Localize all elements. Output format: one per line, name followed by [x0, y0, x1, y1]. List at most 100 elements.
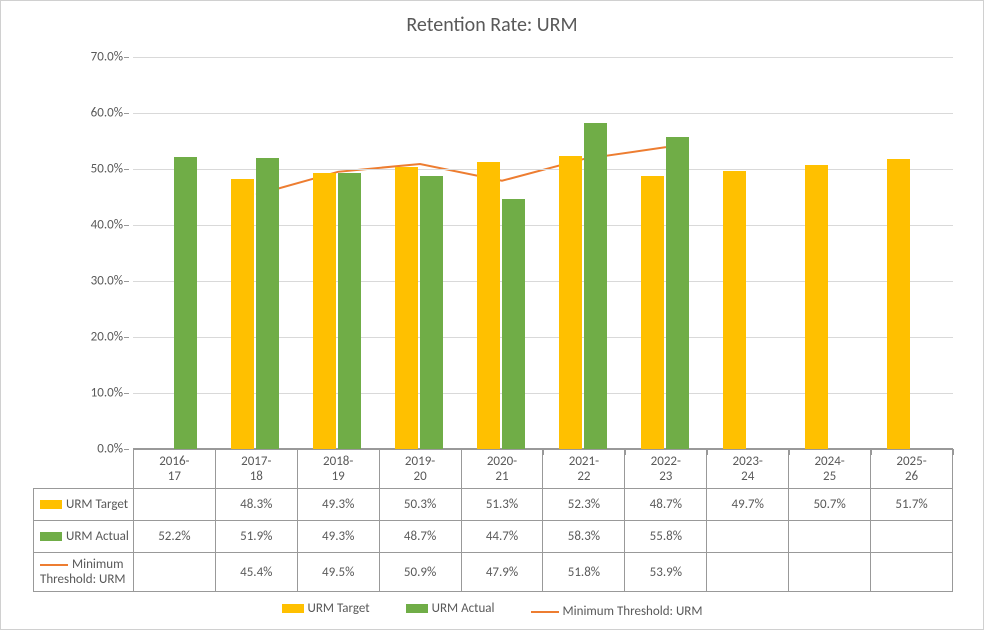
chart-title: Retention Rate: URM	[1, 1, 983, 45]
urm_actual-bar	[174, 157, 197, 449]
data-cell: 44.7%	[461, 521, 543, 553]
data-cell: 49.7%	[707, 489, 789, 521]
data-cell: 51.9%	[215, 521, 297, 553]
data-cell	[707, 521, 789, 553]
data-cell: 48.7%	[625, 489, 707, 521]
table-row: Minimum Threshold: URM 45.4%49.5%50.9%47.…	[34, 553, 953, 592]
urm_target-bar	[313, 173, 336, 449]
y-tick-mark	[124, 281, 129, 282]
y-tick-label: 20.0%	[91, 330, 123, 345]
y-tick-mark	[124, 225, 129, 226]
y-tick-mark	[124, 393, 129, 394]
y-axis: 0.0%10.0%20.0%30.0%40.0%50.0%60.0%70.0%	[1, 57, 129, 449]
data-cell: 52.3%	[543, 489, 625, 521]
category-label: 2018-19	[297, 450, 379, 489]
legend-label: URM Actual	[432, 601, 495, 616]
legend: URM Target URM Actual Minimum Threshold: U…	[1, 599, 983, 620]
urm_target-bar	[887, 159, 910, 449]
legend-item: URM Actual	[406, 601, 495, 616]
y-tick-label: 10.0%	[91, 386, 123, 401]
bar-legend-swatch	[40, 532, 62, 541]
urm_actual-bar	[502, 199, 525, 449]
y-tick-label: 40.0%	[91, 218, 123, 233]
category-label: 2022-23	[625, 450, 707, 489]
data-cell: 52.2%	[133, 521, 215, 553]
data-cell: 49.3%	[297, 489, 379, 521]
data-cell: 55.8%	[625, 521, 707, 553]
data-cell: 51.3%	[461, 489, 543, 521]
urm_actual-bar	[584, 123, 607, 449]
data-cell: 49.3%	[297, 521, 379, 553]
line-legend-swatch	[40, 564, 68, 566]
category-label: 2024-25	[789, 450, 871, 489]
data-cell: 58.3%	[543, 521, 625, 553]
line-legend-swatch	[531, 611, 559, 613]
data-cell	[789, 521, 871, 553]
table-row: URM Actual 52.2%51.9%49.3%48.7%44.7%58.3%…	[34, 521, 953, 553]
urm_target-bar	[805, 165, 828, 449]
y-tick-label: 60.0%	[91, 106, 123, 121]
gridline	[133, 57, 953, 58]
data-cell: 48.3%	[215, 489, 297, 521]
series-name: URM Actual	[66, 529, 129, 544]
data-cell: 51.8%	[543, 553, 625, 592]
y-tick-mark	[124, 169, 129, 170]
data-cell: 45.4%	[215, 553, 297, 592]
table-header-row: 2016-172017-182018-192019-202020-212021-…	[34, 450, 953, 489]
bar-legend-swatch	[282, 604, 304, 613]
plot-area	[133, 57, 953, 449]
urm_target-bar	[395, 167, 418, 449]
data-cell	[133, 553, 215, 592]
series-header-cell: URM Actual	[34, 521, 134, 553]
data-cell	[707, 553, 789, 592]
urm_actual-bar	[666, 137, 689, 449]
y-tick-mark	[124, 337, 129, 338]
legend-item: Minimum Threshold: URM	[531, 604, 703, 619]
data-cell: 49.5%	[297, 553, 379, 592]
bar-legend-swatch	[40, 500, 62, 509]
urm_target-bar	[641, 176, 664, 449]
series-name: Minimum Threshold: URM	[40, 557, 126, 587]
data-cell: 50.7%	[789, 489, 871, 521]
gridline	[133, 113, 953, 114]
urm_target-bar	[723, 171, 746, 449]
data-cell: 48.7%	[379, 521, 461, 553]
series-header-cell: Minimum Threshold: URM	[34, 553, 134, 592]
data-cell: 53.9%	[625, 553, 707, 592]
y-tick-mark	[124, 57, 129, 58]
x-tick-mark	[953, 449, 954, 455]
category-label: 2025-26	[871, 450, 953, 489]
data-cell	[871, 521, 953, 553]
urm_actual-bar	[420, 176, 443, 449]
y-tick-mark	[124, 113, 129, 114]
bar-legend-swatch	[406, 604, 428, 613]
y-tick-label: 70.0%	[91, 50, 123, 65]
data-cell: 47.9%	[461, 553, 543, 592]
data-table: 2016-172017-182018-192019-202020-212021-…	[33, 449, 953, 592]
data-cell: 50.3%	[379, 489, 461, 521]
data-cell	[871, 553, 953, 592]
data-cell	[789, 553, 871, 592]
y-tick-label: 30.0%	[91, 274, 123, 289]
urm_target-bar	[477, 162, 500, 449]
series-name: URM Target	[66, 497, 128, 512]
data-cell: 50.9%	[379, 553, 461, 592]
legend-item: URM Target	[282, 601, 370, 616]
category-label: 2020-21	[461, 450, 543, 489]
chart-container: Retention Rate: URM 0.0%10.0%20.0%30.0%4…	[0, 0, 984, 630]
urm_target-bar	[231, 179, 254, 449]
table-row: URM Target 48.3%49.3%50.3%51.3%52.3%48.7%…	[34, 489, 953, 521]
urm_target-bar	[559, 156, 582, 449]
legend-label: Minimum Threshold: URM	[563, 604, 703, 619]
urm_actual-bar	[256, 158, 279, 449]
data-cell	[133, 489, 215, 521]
series-header-cell: URM Target	[34, 489, 134, 521]
urm_actual-bar	[338, 173, 361, 449]
data-cell: 51.7%	[871, 489, 953, 521]
table-corner-cell	[34, 450, 134, 489]
category-label: 2021-22	[543, 450, 625, 489]
category-label: 2019-20	[379, 450, 461, 489]
y-tick-label: 50.0%	[91, 162, 123, 177]
category-label: 2017-18	[215, 450, 297, 489]
category-label: 2016-17	[133, 450, 215, 489]
